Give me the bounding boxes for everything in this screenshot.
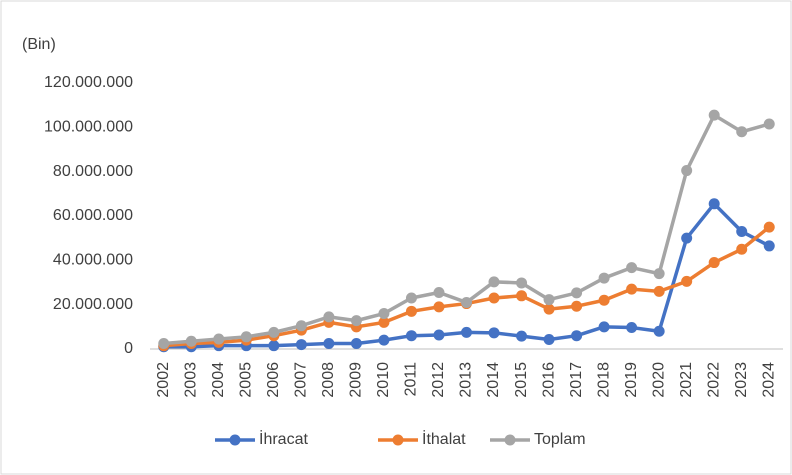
x-tick-label: 2007 [293, 362, 310, 398]
data-point [433, 301, 445, 313]
legend-label: İhracat [259, 429, 308, 448]
x-tick-label: 2002 [155, 362, 172, 398]
x-tick-label: 2005 [238, 362, 255, 398]
x-tick-label: 2015 [513, 362, 530, 398]
data-point [571, 300, 583, 312]
legend-marker [504, 434, 516, 446]
data-point [653, 285, 665, 297]
data-point [708, 109, 720, 121]
data-point [488, 327, 500, 339]
x-tick-label: 2016 [540, 362, 557, 398]
data-point [158, 337, 170, 349]
y-tick-label: 0 [124, 340, 133, 357]
y-tick-label: 100.000.000 [44, 119, 133, 136]
data-point [681, 232, 693, 244]
x-tick-label: 2003 [183, 362, 200, 398]
data-point [653, 325, 665, 337]
data-point [736, 243, 748, 255]
y-axis-label: (Bin) [22, 36, 56, 53]
data-point [323, 337, 335, 349]
x-tick-label: 2020 [650, 362, 667, 398]
x-tick-label: 2004 [210, 362, 227, 398]
y-tick-label: 20.000.000 [53, 296, 133, 313]
x-tick-label: 2012 [430, 362, 447, 398]
x-tick-label: 2023 [733, 362, 750, 398]
data-point [516, 330, 528, 342]
data-point [268, 340, 280, 352]
data-point [598, 272, 610, 284]
data-point [516, 290, 528, 302]
data-point [323, 311, 335, 323]
x-tick-label: 2014 [485, 362, 502, 398]
data-point [626, 283, 638, 295]
data-point [571, 330, 583, 342]
data-point [488, 292, 500, 304]
data-point [543, 294, 555, 306]
x-tick-label: 2021 [678, 362, 695, 398]
data-point [681, 165, 693, 177]
data-point [378, 316, 390, 328]
x-tick-label: 2006 [265, 362, 282, 398]
y-tick-label: 60.000.000 [53, 207, 133, 224]
data-point [295, 339, 307, 351]
data-point [516, 277, 528, 289]
data-point [543, 333, 555, 345]
data-point [653, 268, 665, 280]
data-point [350, 315, 362, 327]
x-tick-label: 2010 [375, 362, 392, 398]
data-point [240, 331, 252, 343]
data-point [350, 337, 362, 349]
data-point [185, 335, 197, 347]
data-point [488, 276, 500, 288]
y-tick-label: 40.000.000 [53, 252, 133, 269]
x-tick-label: 2017 [568, 362, 585, 398]
x-tick-label: 2018 [595, 362, 612, 398]
x-tick-label: 2019 [623, 362, 640, 398]
data-point [626, 321, 638, 333]
data-point [461, 326, 472, 338]
legend-marker [392, 434, 404, 446]
x-tick-label: 2009 [348, 362, 365, 398]
data-point [543, 303, 555, 315]
data-point [708, 198, 720, 210]
data-point [598, 321, 610, 333]
data-point [295, 320, 307, 332]
data-point [268, 326, 280, 338]
data-point [708, 257, 720, 269]
data-point [405, 305, 417, 317]
x-tick-label: 2008 [320, 362, 337, 398]
data-point [405, 330, 417, 342]
data-point [763, 221, 775, 233]
data-point [598, 294, 610, 306]
data-point [763, 240, 775, 252]
data-point [681, 275, 693, 287]
legend-marker [229, 434, 241, 446]
y-tick-label: 80.000.000 [53, 163, 133, 180]
x-tick-label: 2011 [403, 362, 420, 397]
x-tick-label: 2024 [760, 362, 777, 398]
data-point [433, 286, 445, 298]
data-point [213, 333, 225, 345]
data-point [571, 287, 583, 299]
data-point [736, 126, 748, 138]
data-point [405, 292, 417, 304]
data-point [626, 262, 638, 274]
y-tick-label: 120.000.000 [44, 74, 133, 91]
data-point [378, 308, 390, 320]
data-point [378, 334, 390, 346]
x-tick-label: 2022 [705, 362, 722, 398]
data-point [461, 296, 472, 308]
legend-label: İthalat [422, 429, 466, 448]
data-point [736, 226, 748, 238]
data-point [763, 118, 775, 130]
x-tick-label: 2013 [458, 362, 475, 398]
legend-label: Toplam [534, 431, 586, 448]
data-point [433, 329, 445, 341]
